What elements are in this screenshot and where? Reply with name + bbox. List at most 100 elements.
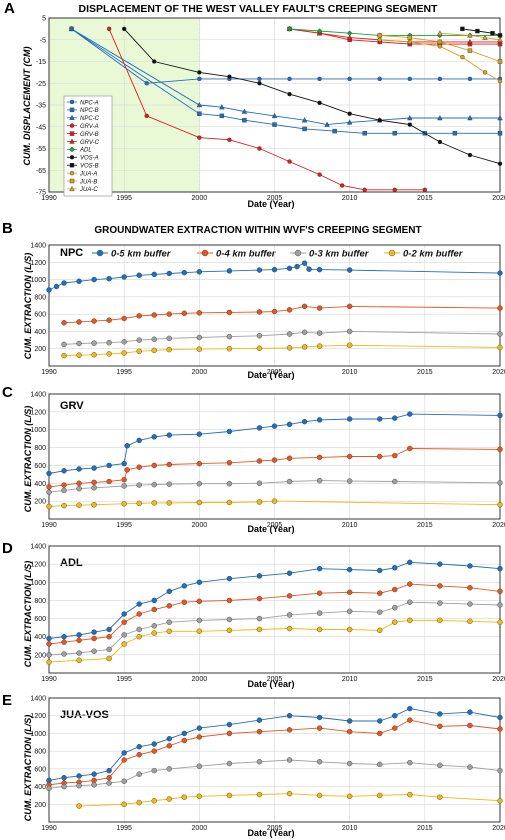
data-point [106,634,112,640]
data-point [166,619,172,625]
data-point [219,113,225,119]
data-point [271,498,278,504]
data-point [196,101,203,108]
data-point [91,485,97,491]
data-point [271,457,278,463]
data-point [377,792,383,799]
data-point [407,445,413,452]
data-point [76,352,82,358]
x-tick-label: 1990 [41,825,57,832]
series-line [48,262,501,291]
data-point [166,461,172,468]
x-tick-label: 2000 [192,195,208,202]
data-point [437,600,443,606]
panel-a-title: DISPLACEMENT OF THE WEST VALLEY FAULT'S … [79,3,439,15]
data-point [181,269,188,276]
data-point [482,70,488,75]
data-point [196,598,203,605]
data-point [226,346,233,352]
data-point [437,617,443,624]
data-point [460,54,465,60]
y-tick-label: -5 [40,37,46,44]
data-point [219,104,225,110]
data-point [437,30,443,36]
data-point [76,340,82,347]
data-point [467,76,473,82]
data-point [136,799,142,806]
panel-b-ylabel: CUM. EXTRACTION (L/S) [23,253,33,360]
plot-frame [48,545,501,674]
legend-marker [69,131,75,136]
data-point [61,775,67,781]
legend-marker [69,155,75,160]
data-point [346,328,353,335]
data-point [61,502,67,509]
data-point [136,500,142,507]
x-tick-label: 1995 [116,195,132,202]
legend-marker [69,146,75,153]
data-point [407,115,413,121]
data-point [339,183,345,188]
data-point [437,762,443,769]
data-point [121,778,127,784]
data-point [407,617,413,624]
data-point [272,122,277,127]
data-point [460,26,465,32]
y-tick-label: 200 [34,346,46,353]
data-point [166,481,172,487]
data-point [286,593,293,599]
data-point [256,615,263,622]
data-point [46,470,52,477]
panel-d-site: ADL [60,557,83,569]
data-point [377,567,383,574]
x-tick-label: 1990 [41,369,57,376]
series-line [48,413,501,474]
data-point [286,727,293,733]
series-line [63,344,501,357]
data-point [271,423,278,429]
panel-c-plot: 1990 1995 2000 2005 2010 2015 2020 200 400 600 800… [30,392,505,530]
data-point [76,803,82,809]
data-point [497,344,503,351]
data-point [497,565,503,572]
data-point [301,329,308,335]
y-tick-label: -45 [36,124,46,131]
data-point [166,628,172,634]
data-point [256,267,263,273]
data-point [346,793,353,800]
x-tick-label: 1990 [41,195,57,202]
x-tick-label: 2005 [267,825,283,832]
data-point [196,499,203,506]
data-point [61,639,67,645]
x-tick-label: 2000 [192,369,208,376]
x-tick-label: 2000 [192,825,208,832]
data-point [467,115,473,121]
data-point [124,467,130,473]
data-point [76,773,82,779]
data-point [166,736,172,742]
data-point [121,315,127,322]
data-point [136,437,142,444]
data-point [91,276,97,283]
data-point [316,610,323,616]
data-point [136,337,142,343]
data-point [302,126,307,132]
legend-marker [294,249,302,257]
data-point [46,652,52,658]
y-tick-label: 1400 [30,392,46,399]
panel-d-ylabel: CUM. EXTRACTION (L/S) [23,561,33,668]
data-point [256,458,263,464]
data-point [106,351,112,357]
x-tick-label: 2010 [342,369,358,376]
data-point [467,152,473,158]
data-point [407,705,413,712]
data-point [151,623,157,629]
data-point [407,599,413,605]
x-tick-label: 1990 [41,676,57,683]
data-point [497,798,503,804]
data-point [301,117,308,123]
data-point [181,730,188,737]
data-point [392,452,398,459]
data-point [226,616,233,623]
data-point [377,761,383,768]
